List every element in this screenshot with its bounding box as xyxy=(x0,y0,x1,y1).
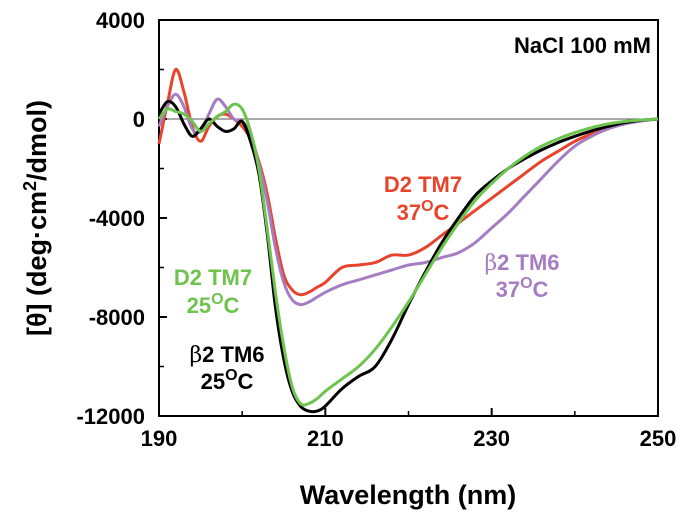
y-tick-label: -12000 xyxy=(76,404,145,429)
annotation-d2-tm7-25: D2 TM7 25OC xyxy=(174,265,252,318)
annotation-b2-tm6-37-name: β2 TM6 xyxy=(484,250,559,276)
y-axis-title-sup: 2 xyxy=(20,181,40,191)
x-tick-label: 190 xyxy=(141,426,178,451)
y-tick-label: 4000 xyxy=(96,8,145,33)
annotation-d2-tm7-37-name: D2 TM7 xyxy=(384,172,462,197)
annotation-d2-tm7-25-name: D2 TM7 xyxy=(174,265,252,290)
y-axis-title-suffix: /dmol) xyxy=(22,100,52,181)
x-tick-label: 250 xyxy=(640,426,677,451)
annotation-b2-tm6-25: β2 TM6 25OC xyxy=(189,342,264,394)
annotation-b2-tm6-25-temp: 25OC xyxy=(201,367,254,394)
y-axis-title-prefix: [θ] (deg·cm xyxy=(22,191,52,336)
annotation-d2-tm7-37-temp: 37OC xyxy=(397,198,450,225)
condition-label: NaCl 100 mM xyxy=(514,33,651,58)
annotation-b2-tm6-25-name: β2 TM6 xyxy=(189,342,264,368)
annotation-b2-tm6-37-temp: 37OC xyxy=(496,275,549,302)
y-tick-label: -8000 xyxy=(89,305,145,330)
annotation-d2-tm7-25-temp: 25OC xyxy=(187,291,240,318)
x-axis-title: Wavelength (nm) xyxy=(300,480,517,510)
x-tick-label: 210 xyxy=(307,426,344,451)
series-line-b2-tm6-37c xyxy=(157,92,659,307)
series-line-b2-tm6-25c xyxy=(157,99,659,414)
series-lines xyxy=(157,67,659,414)
axis-ticks: 190 210 230 250 4000 0 -4000 -8000 -12000 xyxy=(76,8,676,451)
x-tick-label: 230 xyxy=(473,426,510,451)
y-axis-title: [θ] (deg·cm2/dmol) xyxy=(20,100,52,336)
y-tick-label: 0 xyxy=(133,107,145,132)
annotation-d2-tm7-37: D2 TM7 37OC xyxy=(384,172,462,225)
series-line-d2-tm7-25c xyxy=(157,102,659,407)
annotation-b2-tm6-37: β2 TM6 37OC xyxy=(484,250,559,302)
y-tick-label: -4000 xyxy=(89,206,145,231)
